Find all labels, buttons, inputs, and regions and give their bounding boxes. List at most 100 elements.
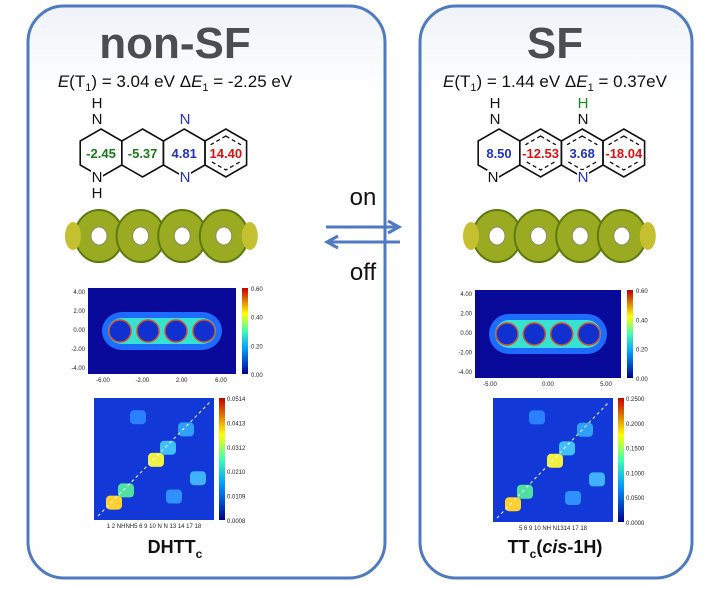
colorbar-label: 0.0500 [626,496,645,502]
colorbar-label: 0.40 [251,316,263,322]
atom: N [180,169,191,186]
diagonal [496,401,610,519]
matrix-cell [166,489,182,504]
contour-map: 0.60 0.40 0.20 0.00 4.00 2.00 0.00 -2.00 -4.00 -5… [458,289,648,388]
atom-bg [577,170,589,185]
matrix-cell [529,410,545,425]
label-bg [167,145,202,161]
matrix-cell [148,452,164,467]
map-hole [108,319,132,343]
ring-value: 14.40 [210,146,243,161]
atom: N [578,111,589,128]
matrix-cell [577,422,593,437]
map-hole [164,319,188,343]
x-tick-label: 0.00 [542,382,554,388]
y-tick-label: 0.00 [460,331,472,337]
matrix-cell [565,491,581,505]
switch: on off [323,184,403,286]
colorbar [219,398,225,520]
ring-value: -5.37 [128,146,158,161]
on-label: on [350,184,377,211]
map-hole [549,322,574,346]
colorbar-label: 0.00 [251,373,263,379]
matrix-cell [589,472,605,487]
atom: H [92,185,103,202]
caption: TTc(cis-1H) [508,537,603,561]
colorbar-label: 0.1000 [626,471,645,477]
ring-value: 3.68 [570,146,595,161]
map-core [495,320,601,348]
y-tick-label: -4.00 [458,370,472,376]
map-hole [192,319,216,343]
matrix-cell [106,495,122,510]
colorbar-label: 0.0000 [626,521,645,527]
atom: H [92,95,103,112]
colorbar-label: 0.0210 [227,470,246,476]
label-bg [84,145,118,161]
energy: E(T1) = 3.04 eV ΔE1 = -2.25 eV [58,72,293,94]
iso-end [65,222,81,250]
aromatic-ring [608,135,640,171]
energy: E(T1) = 1.44 eV ΔE1 = 0.37eV [443,72,668,94]
diagonal [97,401,211,517]
matrix-cell [118,483,134,498]
ring-value: 8.50 [486,146,511,161]
atom-bg [577,112,589,127]
aromatic-ring [210,135,242,171]
iso-hole [173,226,191,246]
iso-end [639,222,656,250]
map-hole [522,322,547,346]
off-label: off [350,259,377,286]
colorbar [242,288,248,374]
atom-bg [179,112,191,127]
atom-bg [487,170,499,185]
matrix-cell [190,471,206,486]
y-tick-label: -2.00 [458,351,472,357]
iso-hole [613,226,631,246]
ring-value: -12.53 [522,146,559,161]
atom: H [578,95,589,112]
x-tick-label: 2.00 [176,378,188,384]
title: SF [527,19,583,68]
colorbar-label: 0.2000 [626,422,645,428]
atom: N [578,169,589,186]
isosurface [463,209,656,263]
atom-bg [91,186,103,201]
map-hole [577,322,601,346]
x-tick-label: -6.00 [96,378,110,384]
ring-value: -2.45 [86,146,116,161]
atom-bg [489,96,501,111]
caption: DHTTc [148,537,203,561]
atom-bg [577,96,589,111]
x-axis-labels: 1 2 NHNH5 6 9 10 N N 13 14 17 18 [107,524,202,530]
iso-end [463,222,479,250]
colorbar-label: 0.40 [636,318,648,324]
colorbar-label: 0.0514 [227,397,246,403]
atom: N [92,111,103,128]
map-hole [136,319,160,343]
colorbar-label: 0.00 [636,377,648,383]
atom: N [180,111,191,128]
y-tick-label: 0.00 [73,328,85,334]
x-axis-labels: 5 6 9 10 NH N1314 17 18 [519,526,588,532]
colorbar-label: 0.2500 [626,397,645,403]
y-tick-label: 2.00 [73,309,85,315]
y-tick-label: -2.00 [71,347,85,353]
colorbar-label: 0.0413 [227,421,246,427]
iso-hole [90,226,108,246]
contour-map: 0.60 0.40 0.20 0.00 4.00 2.00 0.00 -2.00 -4.00 -6… [71,287,263,384]
matrix-cell [178,422,194,437]
iso-end [241,222,258,250]
label-bg [208,145,243,161]
matrix-cell [505,497,521,512]
ring [602,128,646,178]
map-core [108,318,216,344]
x-tick-label: 6.00 [215,378,227,384]
atom: H [490,95,501,112]
colorbar-label: 0.0312 [227,446,246,452]
label-bg [125,145,160,161]
atom: N [488,169,499,186]
